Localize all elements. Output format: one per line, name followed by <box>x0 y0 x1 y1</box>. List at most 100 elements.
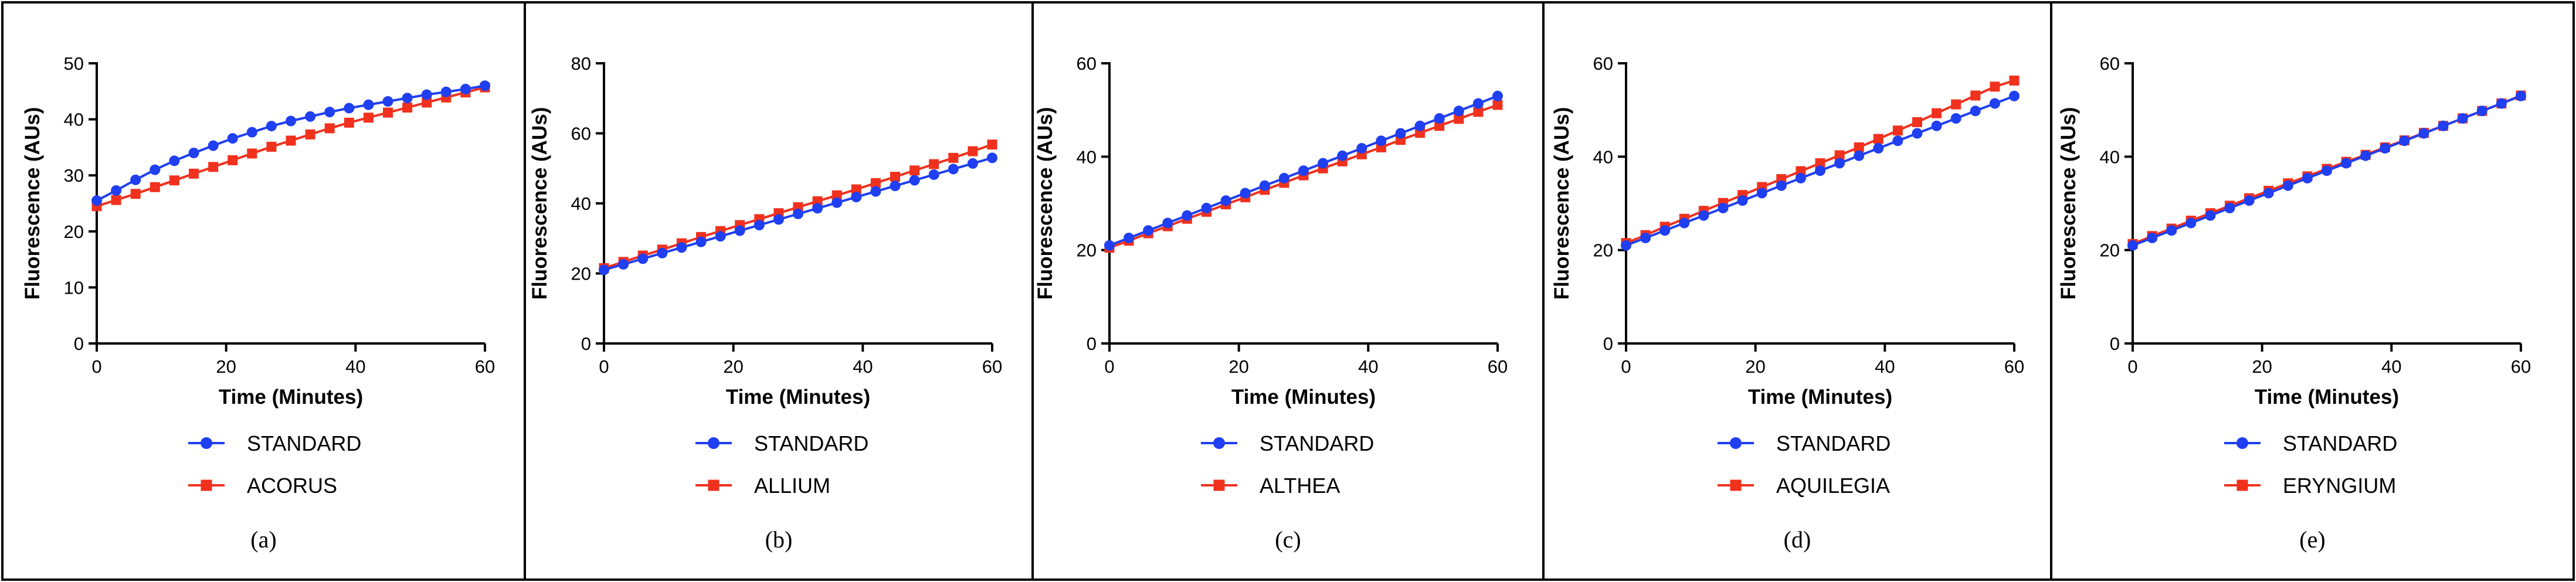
data-point <box>422 97 432 108</box>
data-point <box>1124 232 1135 243</box>
chart-panel: 0 20 40 60 0 20 40 60 Time (Minutes) Fluorescence… <box>2050 1 2575 581</box>
y-tick-label: 10 <box>64 277 84 298</box>
data-point <box>1990 81 2000 92</box>
y-tick-label: 20 <box>1077 240 1097 261</box>
panel-border <box>2050 1 2575 581</box>
data-point <box>2360 150 2371 161</box>
data-point <box>851 192 862 203</box>
data-point <box>1621 240 1631 251</box>
data-point <box>1492 100 1503 110</box>
data-point <box>1453 105 1464 117</box>
data-point <box>227 133 238 144</box>
data-point <box>344 103 355 114</box>
data-point <box>929 159 939 169</box>
data-point <box>793 208 803 219</box>
x-tick-label: 0 <box>2127 356 2137 377</box>
data-point <box>1143 225 1154 236</box>
data-point <box>1834 150 1845 161</box>
data-point <box>909 165 920 176</box>
panel-caption: (a) <box>250 526 276 553</box>
data-point <box>637 253 649 264</box>
chart-panel: 0 10 20 30 40 50 0 20 40 60 Time (Minutes) Fluoresc… <box>1 1 526 581</box>
x-axis-title: Time (Minutes) <box>219 386 363 409</box>
data-point <box>2263 188 2274 199</box>
data-point <box>2009 90 2020 101</box>
data-point <box>111 195 121 205</box>
y-tick-label: 20 <box>64 222 84 242</box>
data-point <box>460 83 471 94</box>
x-tick-label: 60 <box>982 356 1002 377</box>
data-point <box>1434 113 1445 124</box>
legend-marker <box>1213 437 1225 449</box>
data-point <box>1454 114 1464 124</box>
data-point <box>2496 98 2507 109</box>
data-point <box>2302 172 2313 183</box>
legend-label: AQUILEGIA <box>1776 474 1890 498</box>
panel-caption: (b) <box>765 526 793 553</box>
y-axis-title: Fluorescence (AUs) <box>1550 107 1573 300</box>
y-tick-label: 0 <box>74 333 84 354</box>
data-point <box>402 103 413 113</box>
data-point <box>1989 98 2000 109</box>
data-point <box>1970 90 1981 101</box>
data-point <box>1472 98 1484 109</box>
data-point <box>987 152 997 164</box>
x-tick-label: 40 <box>1875 356 1895 377</box>
legend-label: ERYNGIUM <box>2283 474 2396 498</box>
legend-marker <box>2236 479 2248 491</box>
data-point <box>2322 165 2332 176</box>
data-point <box>1104 240 1115 251</box>
data-point <box>2147 232 2158 243</box>
data-point <box>1892 135 1903 147</box>
x-tick-label: 20 <box>216 356 236 377</box>
panel-caption: (c) <box>1275 526 1301 553</box>
data-point <box>1795 172 1806 183</box>
chart-panel: 0 20 40 60 0 20 40 60 Time (Minutes) Fluorescence… <box>1031 1 1545 581</box>
legend-marker <box>1213 479 1225 491</box>
y-tick-label: 40 <box>2100 147 2120 167</box>
data-point <box>987 139 997 150</box>
data-point <box>1854 142 1864 152</box>
data-point <box>1414 120 1426 131</box>
x-tick-label: 60 <box>2004 356 2024 377</box>
data-point <box>169 175 179 186</box>
data-point <box>1718 202 1729 213</box>
data-point <box>130 189 141 199</box>
data-point <box>480 80 490 91</box>
y-tick-label: 0 <box>1087 333 1097 354</box>
y-tick-label: 60 <box>1077 53 1097 74</box>
data-point <box>1912 117 1922 127</box>
data-point <box>324 123 335 134</box>
data-point <box>1473 107 1484 117</box>
x-tick-label: 0 <box>91 356 101 377</box>
data-point <box>1950 113 1961 124</box>
data-point <box>2457 113 2468 124</box>
data-point <box>188 147 199 158</box>
y-tick-label: 0 <box>1603 333 1613 354</box>
data-point <box>1970 105 1981 117</box>
panel-caption: (e) <box>2299 526 2325 553</box>
data-point <box>695 236 707 247</box>
data-point <box>150 164 161 175</box>
data-point <box>305 129 315 139</box>
y-axis-title: Fluorescence (AUs) <box>1034 107 1057 300</box>
y-tick-label: 60 <box>1593 53 1613 74</box>
data-point <box>2380 142 2391 154</box>
legend-label: STANDARD <box>1260 431 1374 455</box>
data-point <box>1337 150 1348 161</box>
data-point <box>657 247 668 258</box>
data-point <box>734 225 745 236</box>
x-tick-label: 20 <box>2252 356 2272 377</box>
data-point <box>1776 180 1787 191</box>
data-point <box>870 178 881 188</box>
data-point <box>1356 142 1367 154</box>
data-point <box>1951 99 1961 110</box>
data-point <box>247 148 257 159</box>
data-point <box>266 141 277 152</box>
data-point <box>2282 180 2293 191</box>
x-tick-label: 40 <box>1358 356 1378 377</box>
x-tick-label: 20 <box>1745 356 1765 377</box>
data-point <box>1834 158 1845 169</box>
data-point <box>2205 210 2216 221</box>
